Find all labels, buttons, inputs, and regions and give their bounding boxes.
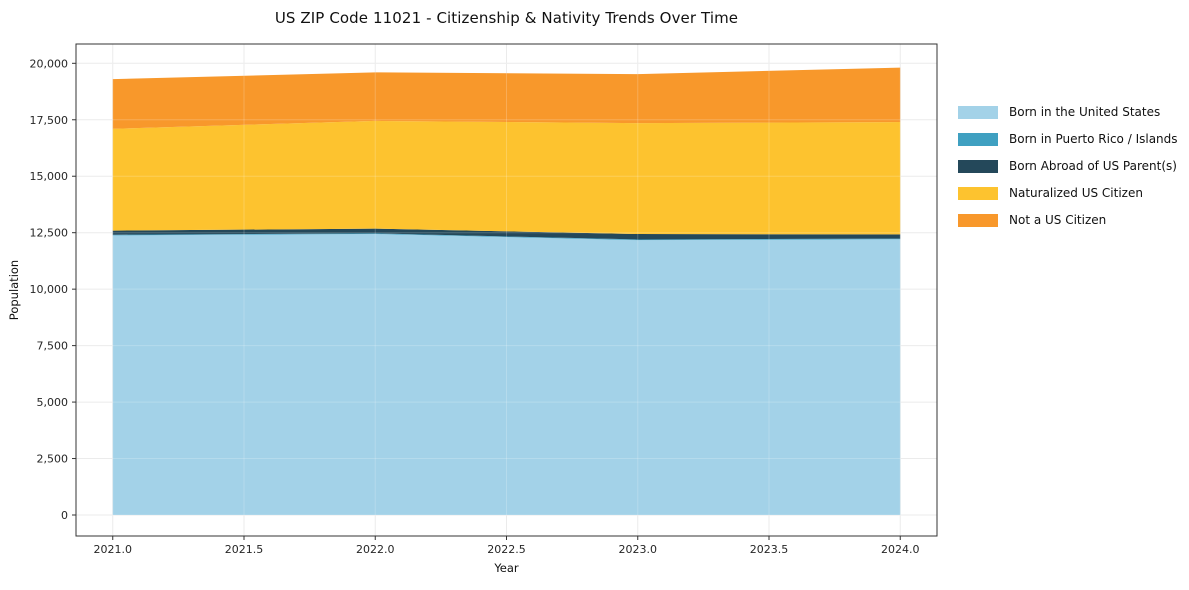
legend-label: Born in the United States — [1009, 105, 1161, 119]
chart-title: US ZIP Code 11021 - Citizenship & Nativi… — [274, 9, 739, 27]
legend-swatch-icon — [958, 132, 998, 146]
legend-item-born-in-puerto-rico-islands: Born in Puerto Rico / Islands — [958, 130, 1178, 148]
y-tick-label: 2,500 — [37, 453, 69, 466]
y-tick-label: 5,000 — [37, 396, 69, 409]
area-naturalized-us-citizen — [112, 120, 901, 235]
area-born-in-the-united-states — [112, 234, 901, 515]
x-tick-label: 2021.0 — [94, 543, 133, 556]
x-tick-label: 2023.5 — [750, 543, 789, 556]
legend-label: Born Abroad of US Parent(s) — [1009, 159, 1177, 173]
y-tick-label: 17,500 — [30, 114, 69, 127]
area-born-abroad-of-us-parent-s — [112, 228, 901, 240]
legend-item-born-in-the-united-states: Born in the United States — [958, 103, 1178, 121]
legend-swatch-icon — [958, 105, 998, 119]
y-tick-label: 10,000 — [30, 283, 69, 296]
y-tick-label: 0 — [61, 509, 68, 522]
legend-swatch-icon — [958, 159, 998, 173]
y-tick-label: 7,500 — [37, 340, 69, 353]
legend-label: Not a US Citizen — [1009, 213, 1107, 227]
y-tick-label: 12,500 — [30, 227, 69, 240]
legend-label: Born in Puerto Rico / Islands — [1009, 132, 1178, 146]
x-tick-label: 2023.0 — [619, 543, 658, 556]
x-tick-label: 2021.5 — [225, 543, 264, 556]
y-tick-label: 20,000 — [30, 57, 69, 70]
area-born-in-puerto-rico-islands — [112, 233, 901, 241]
legend-item-not-a-us-citizen: Not a US Citizen — [958, 211, 1178, 229]
legend: Born in the United States Born in Puerto … — [958, 103, 1178, 229]
gridline-overlay — [76, 44, 937, 536]
y-tick-label: 15,000 — [30, 170, 69, 183]
y-axis-label: Population — [7, 259, 21, 321]
legend-item-born-abroad-of-us-parent-s: Born Abroad of US Parent(s) — [958, 157, 1178, 175]
x-tick-label: 2024.0 — [881, 543, 920, 556]
x-tick-label: 2022.0 — [356, 543, 395, 556]
legend-swatch-icon — [958, 186, 998, 200]
stacked-areas — [112, 67, 901, 515]
area-not-a-us-citizen — [112, 67, 901, 129]
x-tick-label: 2022.5 — [487, 543, 526, 556]
x-axis-label: Year — [494, 561, 519, 575]
legend-label: Naturalized US Citizen — [1009, 186, 1143, 200]
ticks: 0 2,500 5,000 7,500 10,000 12,500 15,000 17,500… — [30, 57, 920, 556]
legend-swatch-icon — [958, 213, 998, 227]
legend-item-naturalized-us-citizen: Naturalized US Citizen — [958, 184, 1178, 202]
